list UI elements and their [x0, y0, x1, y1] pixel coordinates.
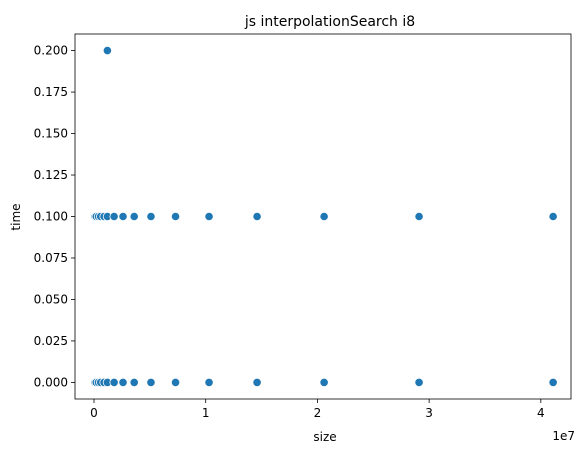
x-tick-label: 4	[537, 406, 545, 420]
y-tick-label: 0.125	[34, 168, 68, 182]
data-point	[252, 377, 262, 388]
x-axis-label: size	[313, 430, 336, 444]
data-point	[102, 45, 112, 56]
y-tick-label: 0.100	[34, 210, 68, 224]
data-point	[170, 377, 181, 388]
x-tick-label: 1	[202, 406, 210, 420]
points-layer	[89, 45, 558, 388]
data-point	[146, 211, 156, 222]
y-tick-label: 0.025	[34, 334, 68, 348]
data-point	[204, 211, 214, 222]
data-point	[170, 211, 181, 222]
y-axis-label: time	[9, 203, 23, 230]
y-tick-label: 0.175	[34, 85, 68, 99]
data-point	[548, 377, 558, 388]
y-tick-label: 0.200	[34, 44, 68, 58]
y-tick-label: 0.000	[34, 375, 68, 389]
data-point	[204, 377, 214, 388]
data-point	[319, 211, 329, 222]
x-axis: 0 1 2 3 4	[90, 399, 545, 420]
x-axis-offset-label: 1e7	[552, 429, 575, 443]
data-point	[129, 211, 139, 222]
x-tick-label: 2	[314, 406, 322, 420]
data-point	[109, 211, 119, 222]
data-point	[548, 211, 558, 222]
chart-title: js interpolationSearch i8	[244, 14, 415, 30]
data-point	[146, 377, 156, 388]
data-point	[252, 211, 262, 222]
x-tick-label: 3	[425, 406, 433, 420]
data-point	[414, 211, 424, 222]
data-point	[118, 377, 128, 388]
x-tick-label: 0	[90, 406, 98, 420]
y-tick-label: 0.150	[34, 127, 68, 141]
data-point	[129, 377, 139, 388]
y-tick-label: 0.075	[34, 251, 68, 265]
data-point	[118, 211, 128, 222]
y-axis: 0.000 0.025 0.050 0.075 0.100 0.125 0.150 0.175…	[34, 44, 75, 389]
data-point	[319, 377, 329, 388]
data-point	[414, 377, 424, 388]
y-tick-label: 0.050	[34, 292, 68, 306]
data-point	[109, 377, 119, 388]
